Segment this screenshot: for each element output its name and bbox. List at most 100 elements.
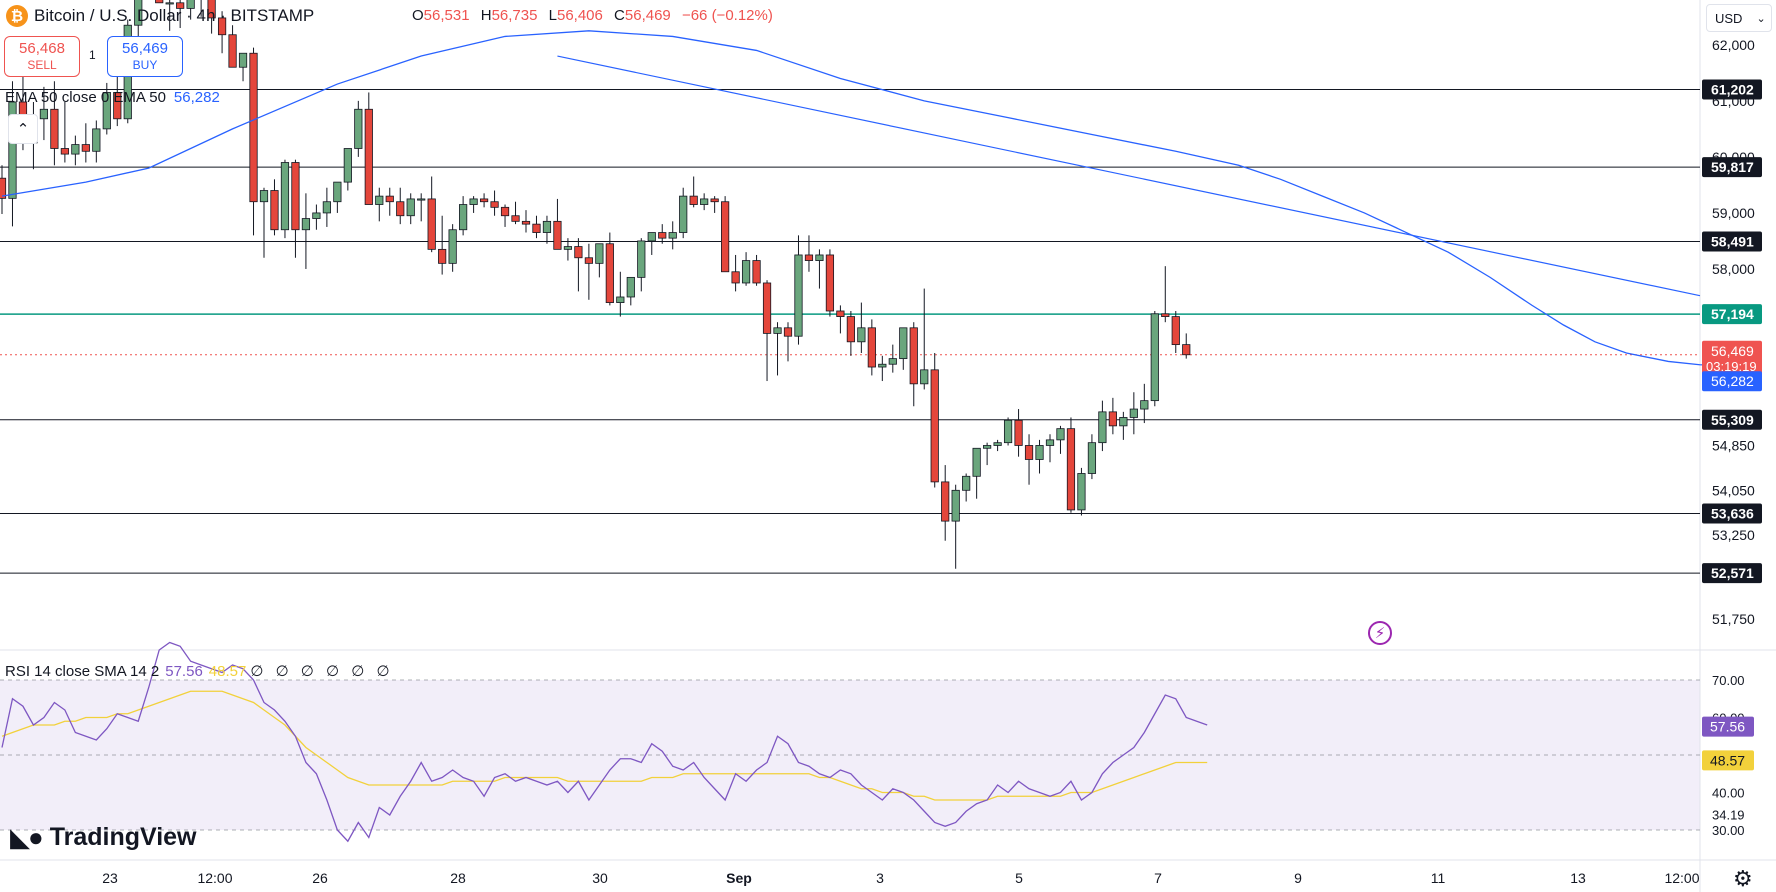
level-tag-59,817: 59,817 [1711,159,1754,175]
candle-body [1150,313,1159,402]
buy-button[interactable]: 56,469 BUY [107,36,183,77]
candle-body [951,489,960,522]
candle-body [846,316,855,343]
ohlc-close-label: C [614,7,625,24]
level-tag-bg [1702,503,1762,524]
candle-body [459,204,468,231]
candle-body [113,92,122,120]
candle-body [1035,445,1044,460]
time-label-7: 7 [1154,870,1162,886]
symbol-title[interactable]: Bitcoin / U.S. Dollar · 4h · BITSTAMP [34,6,315,25]
candle-body [605,243,614,303]
candle-body [155,0,164,4]
time-label-12:00: 12:00 [1664,870,1699,886]
candle-body [385,195,394,203]
ohlc-high: 56,735 [491,7,538,24]
candle-body [1140,400,1149,410]
candle-body [249,52,258,203]
candle-body [102,92,111,130]
candle-body [1066,428,1076,511]
price-tick-54,850: 54,850 [1712,437,1755,453]
candle-body [857,327,866,343]
tradingview-mark-icon: ◣● [10,822,44,852]
candle-body [752,260,761,284]
ema-legend[interactable]: EMA 50 close 0 EMA 50 56,282 [5,89,220,106]
buy-label: BUY [132,58,158,72]
candle-body [375,195,384,205]
candle-body [364,108,373,205]
candle-body [542,220,552,233]
ohlc-high-label: H [480,7,492,24]
ohlc-open-label: O [412,7,424,24]
candle-body [637,240,646,278]
level-tag-bg [1702,304,1762,325]
rsi-legend[interactable]: RSI 14 close SMA 14 2 57.56 48.57 ∅ ∅ ∅ ∅ ∅… [5,662,394,680]
chevron-up-icon: ⌃ [16,121,30,138]
lightning-icon[interactable]: ⚡ [1368,621,1392,645]
candle-body [1045,439,1055,446]
spread-value: 1 [89,48,96,62]
level-tag-bg [1702,157,1762,178]
level-tag-bg [1702,231,1762,252]
candle-body [500,206,510,217]
time-label-26: 26 [312,870,328,886]
candle-body [647,232,656,242]
candle-body [186,0,195,9]
logo-text: TradingView [49,823,197,851]
time-label-11: 11 [1431,870,1446,886]
candle-body [920,369,929,385]
ohlc-readout: O56,531 H56,735 L56,406 C56,469 −66 (−0.… [412,7,773,24]
time-label-12:00: 12:00 [197,870,232,886]
rsi-tag: 57.56 [1710,719,1745,735]
ema-tag-bg [1702,371,1762,392]
candle-body [134,0,143,26]
level-tag-bg [1702,79,1762,100]
candle-body [731,271,740,284]
countdown-tag: 03:19:19 [1706,359,1757,374]
candle-body [427,198,436,250]
rsi-line [1,641,1208,843]
collapse-legend-button[interactable]: ⌃ [8,114,38,144]
candle-body [39,108,49,120]
time-label-28: 28 [450,870,466,886]
currency-select[interactable]: USD ⌄ [1706,4,1772,32]
candle-body [238,52,248,68]
rsi-tag-bg [1702,716,1754,737]
gear-icon[interactable]: ⚙ [1733,866,1753,891]
candle-body [710,198,719,203]
price-tick-53,250: 53,250 [1712,527,1755,543]
candle-body [616,296,625,303]
candle-body [804,254,814,261]
candle-body [81,144,90,152]
candle-body [0,177,7,199]
price-tick-58,000: 58,000 [1712,261,1755,277]
candle-body [8,101,17,199]
current-price-tag: 56,469 [1711,343,1754,359]
time-label-5: 5 [1015,870,1023,886]
candle-body [1014,419,1023,446]
price-tick-59,000: 59,000 [1712,205,1755,221]
time-label-Sep: Sep [726,870,752,886]
candle-body [972,447,981,477]
candle-body [679,195,688,233]
level-tag-52,571: 52,571 [1711,565,1754,581]
candle-body [836,310,845,317]
candle-body [417,198,426,201]
level-tag-55,309: 55,309 [1711,412,1754,428]
candle-body [962,475,971,491]
trendline [557,55,1701,297]
candle-body [668,232,677,239]
candle-body [867,327,876,368]
candle-body [301,218,311,231]
tradingview-logo: ◣● TradingView [10,822,197,853]
candle-body [794,254,803,337]
time-label-23: 23 [102,870,118,886]
sell-button[interactable]: 56,468 SELL [4,36,80,77]
candle-body [909,327,918,385]
candle-body [469,198,478,205]
level-tag-53,636: 53,636 [1711,506,1754,522]
candle-body [1119,417,1128,427]
candle-body [783,327,793,337]
candle-body [50,108,59,149]
